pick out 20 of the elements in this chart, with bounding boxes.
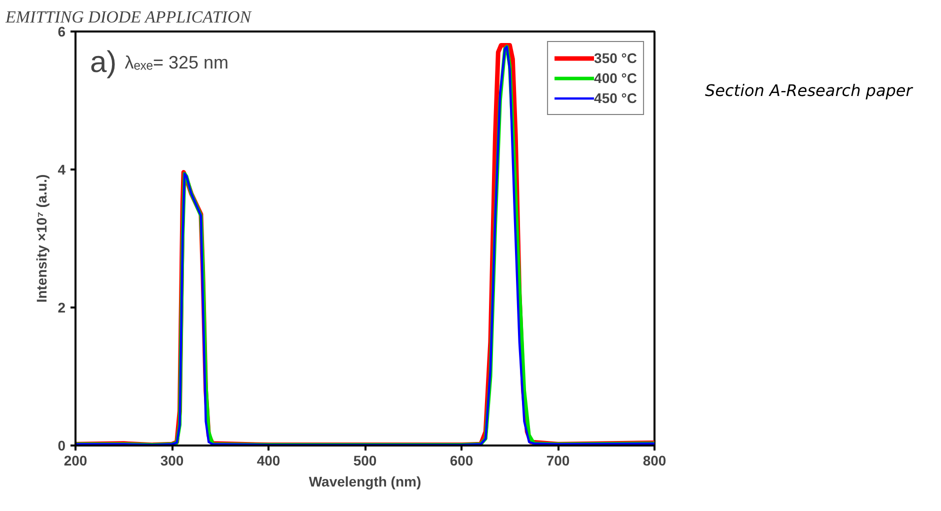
chart-title: EMITTING DIODE APPLICATION (4, 8, 253, 26)
y-axis-title: Intensity ×10⁷ (a.u.) (34, 174, 50, 303)
legend-label: 400 °C (594, 70, 637, 86)
x-tick-label: 200 (64, 452, 88, 468)
x-tick-label: 600 (450, 452, 474, 468)
annotation: a) (90, 46, 117, 80)
annotation: λₑₓₑ= 325 nm (124, 52, 229, 73)
x-tick-label: 300 (160, 452, 184, 468)
x-tick-label: 700 (546, 452, 570, 468)
x-tick-label: 500 (353, 452, 377, 468)
legend-label: 450 °C (594, 90, 637, 106)
x-tick-label: 400 (256, 452, 280, 468)
text: Section A-Research paper (705, 80, 912, 102)
y-tick-label: 6 (58, 24, 66, 40)
y-tick-label: 4 (58, 162, 66, 178)
y-tick-label: 2 (58, 300, 66, 316)
x-tick-label: 800 (642, 452, 666, 468)
y-tick-label: 0 (58, 438, 66, 454)
legend-label: 350 °C (594, 50, 637, 66)
x-axis-title: Wavelength (nm) (308, 474, 422, 490)
